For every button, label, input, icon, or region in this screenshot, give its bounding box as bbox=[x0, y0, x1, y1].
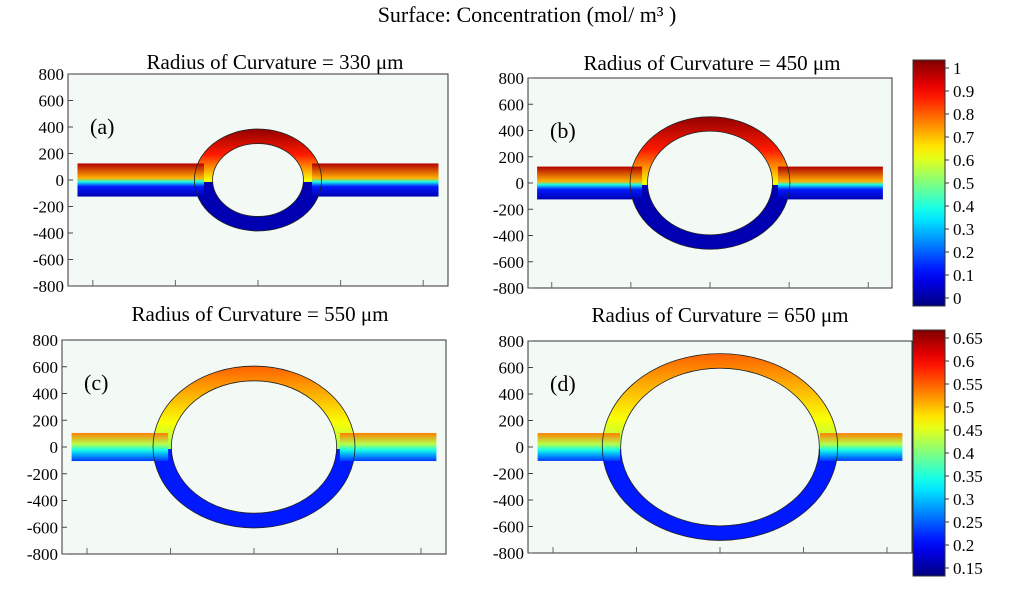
panel-b: Radius of Curvature = 450 μm 800 600 400 200… bbox=[493, 51, 893, 298]
y-tick-label: -200 bbox=[33, 198, 64, 217]
ring-inner-hole bbox=[620, 367, 820, 527]
panel-a: Radius of Curvature = 330 μm 800 600 400 200… bbox=[33, 50, 449, 296]
colorbar-tick-label: 0.1 bbox=[953, 266, 974, 285]
y-tick-label: 0 bbox=[516, 174, 525, 193]
y-tick-label: 200 bbox=[499, 412, 525, 431]
colorbar-tick-label: 0.3 bbox=[953, 220, 974, 239]
colorbar-tick-label: 0.15 bbox=[953, 559, 983, 578]
y-tick-label: -800 bbox=[493, 279, 524, 298]
ring-outline bbox=[152, 365, 356, 529]
ring-outline bbox=[193, 128, 323, 232]
y-tick-label: 0 bbox=[56, 171, 65, 190]
colorbar-tick-label: 0.6 bbox=[953, 151, 974, 170]
ring-outline bbox=[601, 353, 839, 541]
panel-label: (a) bbox=[90, 114, 114, 139]
ring-inner-hole bbox=[212, 143, 304, 217]
colorbar-bottom: 0.65 0.6 0.55 0.5 0.45 0.4 0.35 0.3 0.25 0.2 0.15 bbox=[912, 329, 983, 578]
colorbar-tick-label: 0.4 bbox=[953, 444, 975, 463]
geometry bbox=[537, 116, 883, 250]
inlet-channel bbox=[77, 163, 204, 197]
colorbar-tick-label: 0.2 bbox=[953, 243, 974, 262]
y-tick-label: 400 bbox=[499, 122, 525, 141]
colorbar-tick-label: 0.4 bbox=[953, 197, 975, 216]
geometry bbox=[77, 128, 439, 232]
panel-title: Radius of Curvature = 650 μm bbox=[592, 303, 849, 327]
outlet-channel bbox=[777, 166, 883, 200]
y-tick-label: 0 bbox=[50, 438, 59, 457]
geometry bbox=[537, 353, 903, 541]
figure-title: Surface: Concentration (mol/ m³ ) bbox=[378, 2, 677, 27]
ring-inner-hole bbox=[647, 130, 773, 236]
colorbar-tick-label: 0.65 bbox=[953, 329, 983, 348]
y-tick-label: 200 bbox=[33, 411, 59, 430]
inlet-channel bbox=[537, 166, 643, 200]
panel-label: (b) bbox=[550, 118, 576, 143]
colorbar-tick-label: 0.7 bbox=[953, 128, 975, 147]
colorbar-tick-label: 0.5 bbox=[953, 398, 974, 417]
colorbar-top: 1 0.9 0.8 0.7 0.6 0.5 0.4 0.3 0.2 0.1 0 bbox=[912, 59, 975, 308]
panel-title: Radius of Curvature = 330 μm bbox=[147, 50, 404, 74]
colorbars-group: 1 0.9 0.8 0.7 0.6 0.5 0.4 0.3 0.2 0.1 0 0.65 0.6 0.55… bbox=[912, 59, 983, 578]
y-tick-label: -400 bbox=[493, 491, 524, 510]
y-tick-label: 400 bbox=[499, 385, 525, 404]
colorbar-tick-label: 0.9 bbox=[953, 82, 974, 101]
y-tick-label: -600 bbox=[493, 253, 524, 272]
y-tick-label: -200 bbox=[493, 200, 524, 219]
y-tick-label: -800 bbox=[493, 544, 524, 563]
colorbar-tick-label: 0.6 bbox=[953, 352, 974, 371]
y-tick-label: -400 bbox=[27, 492, 58, 511]
y-tick-label: 0 bbox=[516, 438, 525, 457]
colorbar-tick-label: 0.2 bbox=[953, 536, 974, 555]
y-tick-label: 600 bbox=[499, 359, 525, 378]
colorbar-tick-label: 0.8 bbox=[953, 105, 974, 124]
panel-label: (c) bbox=[84, 370, 108, 395]
colorbar-tick-label: 0.3 bbox=[953, 490, 974, 509]
y-tick-label: -600 bbox=[493, 518, 524, 537]
inlet-channel bbox=[71, 432, 169, 462]
y-tick-label: 800 bbox=[39, 65, 65, 84]
y-tick-label: -400 bbox=[33, 224, 64, 243]
y-tick-label: 600 bbox=[499, 95, 525, 114]
colorbar-tick-label: 0.45 bbox=[953, 421, 983, 440]
y-tick-label: 200 bbox=[39, 145, 65, 164]
panels-group: Radius of Curvature = 330 μm 800 600 400 200… bbox=[27, 50, 913, 564]
ring-inner-hole bbox=[170, 380, 338, 514]
y-tick-label: 400 bbox=[39, 118, 65, 137]
y-tick-label: -200 bbox=[493, 465, 524, 484]
y-tick-label: 400 bbox=[33, 385, 59, 404]
panel-title: Radius of Curvature = 450 μm bbox=[584, 51, 841, 75]
outlet-channel bbox=[820, 433, 903, 461]
colorbar-tick-label: 0.55 bbox=[953, 375, 983, 394]
inlet-channel bbox=[537, 433, 620, 461]
outlet-channel bbox=[312, 163, 439, 197]
colorbar-tick-label: 0.5 bbox=[953, 174, 974, 193]
y-tick-label: -200 bbox=[27, 465, 58, 484]
colorbar-strip bbox=[912, 59, 946, 307]
panel-d: Radius of Curvature = 650 μm 800 600 400 200… bbox=[493, 303, 913, 563]
panel-label: (d) bbox=[550, 371, 576, 396]
colorbar-strip bbox=[912, 329, 946, 577]
y-tick-label: 600 bbox=[33, 358, 59, 377]
y-tick-label: -800 bbox=[33, 277, 64, 296]
y-tick-label: -600 bbox=[33, 251, 64, 270]
y-tick-label: 600 bbox=[39, 92, 65, 111]
colorbar-tick-label: 0 bbox=[953, 289, 962, 308]
colorbar-tick-label: 0.35 bbox=[953, 467, 983, 486]
y-tick-label: 800 bbox=[499, 69, 525, 88]
panel-title: Radius of Curvature = 550 μm bbox=[132, 302, 389, 326]
y-tick-label: -400 bbox=[493, 227, 524, 246]
colorbar-tick-label: 0.25 bbox=[953, 513, 983, 532]
y-tick-label: 800 bbox=[33, 331, 59, 350]
colorbar-tick-label: 1 bbox=[953, 59, 962, 78]
outlet-channel bbox=[339, 432, 437, 462]
y-tick-label: -600 bbox=[27, 518, 58, 537]
y-tick-label: 800 bbox=[499, 332, 525, 351]
y-tick-label: -800 bbox=[27, 545, 58, 564]
y-tick-label: 200 bbox=[499, 148, 525, 167]
geometry bbox=[71, 365, 437, 529]
panel-c: Radius of Curvature = 550 μm 800 600 400 200… bbox=[27, 302, 447, 564]
ring-outline bbox=[629, 116, 791, 250]
